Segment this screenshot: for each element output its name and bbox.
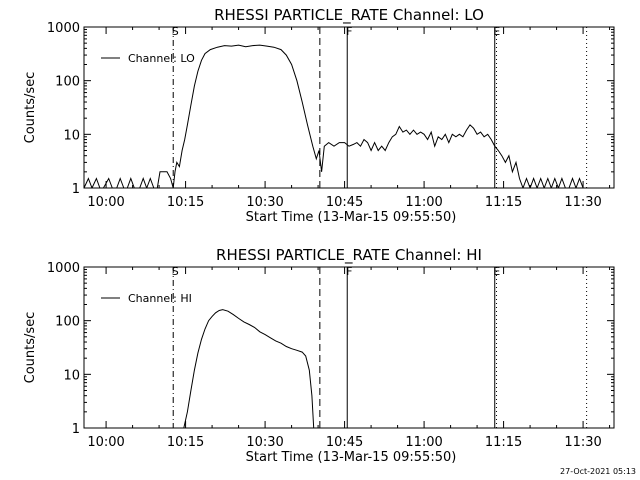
series-line bbox=[84, 44, 584, 188]
chart-title: RHESSI PARTICLE_RATE Channel: HI bbox=[216, 246, 482, 265]
x-axis-label: Start Time (13-Mar-15 09:55:50) bbox=[246, 450, 457, 465]
x-tick-label: 10:30 bbox=[246, 195, 283, 210]
y-tick-label: 100 bbox=[55, 315, 80, 330]
x-tick-label: 11:00 bbox=[405, 435, 442, 450]
marker-label: F bbox=[346, 25, 352, 38]
x-tick-label: 10:45 bbox=[326, 435, 363, 450]
y-tick-label: 1 bbox=[72, 182, 80, 197]
x-tick-label: 10:15 bbox=[167, 195, 204, 210]
x-tick-label: 10:45 bbox=[326, 195, 363, 210]
series-line bbox=[183, 309, 315, 428]
plot-frame bbox=[83, 26, 615, 189]
y-tick-label: 10 bbox=[63, 368, 80, 383]
marker-label: S bbox=[172, 25, 179, 38]
legend-label: Channel: HI bbox=[128, 292, 192, 305]
chart-title: RHESSI PARTICLE_RATE Channel: LO bbox=[214, 6, 484, 25]
legend-label: Channel: LO bbox=[128, 52, 195, 65]
x-tick-label: 10:30 bbox=[246, 435, 283, 450]
x-tick-label: 10:00 bbox=[87, 435, 124, 450]
plot-frame bbox=[83, 266, 615, 429]
x-tick-label: 10:15 bbox=[167, 435, 204, 450]
marker-label: F bbox=[346, 265, 352, 278]
marker-label: S bbox=[172, 265, 179, 278]
y-axis-label: Counts/sec bbox=[23, 312, 38, 384]
y-tick-label: 100 bbox=[55, 75, 80, 90]
timestamp-stamp: 27-Oct-2021 05:13 bbox=[560, 467, 636, 476]
x-tick-label: 11:00 bbox=[405, 195, 442, 210]
x-tick-label: 11:30 bbox=[564, 195, 601, 210]
y-tick-label: 1 bbox=[72, 422, 80, 437]
x-tick-label: 11:15 bbox=[485, 195, 522, 210]
y-axis-label: Counts/sec bbox=[23, 72, 38, 144]
x-tick-label: 10:00 bbox=[87, 195, 124, 210]
x-axis-label: Start Time (13-Mar-15 09:55:50) bbox=[246, 210, 457, 225]
x-tick-label: 11:15 bbox=[485, 435, 522, 450]
hi-channel-panel: RHESSI PARTICLE_RATE Channel: HI 10:00 10:… bbox=[23, 246, 615, 465]
lo-channel-panel: RHESSI PARTICLE_RATE Channel: LO 10:00 10:… bbox=[23, 6, 615, 225]
y-tick-label: 1000 bbox=[47, 261, 80, 276]
x-tick-label: 11:30 bbox=[564, 435, 601, 450]
y-tick-label: 10 bbox=[63, 128, 80, 143]
y-tick-label: 1000 bbox=[47, 21, 80, 36]
